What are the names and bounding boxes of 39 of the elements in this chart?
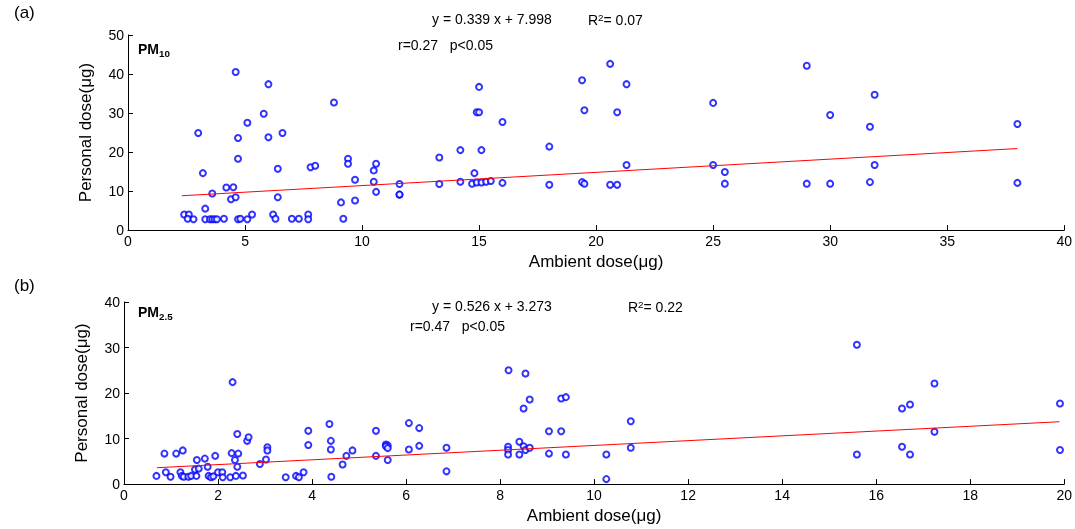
text: y = 0.339 x + 7.998: [432, 11, 553, 27]
chart-title: (b): [14, 276, 35, 295]
y-tick-label: 30: [108, 105, 125, 122]
y-tick-label: 50: [108, 27, 125, 43]
x-tick-label: 14: [774, 487, 791, 504]
y-tick-label: 0: [116, 222, 125, 239]
x-tick-label: 35: [939, 233, 956, 250]
annotation: r=0.47 p<0.05: [410, 318, 506, 334]
x-tick-label: 4: [308, 487, 317, 504]
x-tick-label: 10: [354, 233, 371, 250]
chart-title: (a): [14, 3, 35, 22]
x-tick-label: 18: [962, 487, 979, 504]
y-tick-label: 10: [108, 183, 125, 200]
x-tick-label: 25: [705, 233, 722, 250]
y-tick-label: 20: [108, 144, 125, 161]
x-tick-label: 30: [822, 233, 839, 250]
y-axis-title: Personal dose(μg): [76, 62, 95, 203]
annotation: y = 0.526 x + 3.273: [432, 298, 553, 314]
y-tick-label: 10: [104, 430, 121, 447]
x-tick-label: 20: [588, 233, 605, 250]
x-tick-label: 2: [214, 487, 223, 504]
x-tick-label: 6: [402, 487, 411, 504]
x-tick-label: 15: [471, 233, 488, 250]
x-axis-title: Ambient dose(μg): [526, 506, 662, 525]
x-tick-label: 10: [586, 487, 603, 504]
y-tick-label: 40: [104, 294, 121, 310]
x-tick-label: 12: [680, 487, 697, 504]
x-tick-label: 40: [1056, 233, 1073, 250]
y-tick-label: 40: [108, 66, 125, 83]
x-tick-label: 20: [1056, 487, 1073, 504]
x-tick-label: 8: [496, 487, 505, 504]
x-tick-label: 5: [241, 233, 250, 250]
y-tick-label: 0: [112, 476, 121, 493]
x-tick-label: 16: [868, 487, 885, 504]
y-tick-label: 20: [104, 385, 121, 402]
x-axis-title: Ambient dose(μg): [528, 252, 664, 271]
y-axis-title: Personal dose(μg): [72, 323, 91, 463]
annotation: r=0.27 p<0.05: [398, 37, 494, 53]
y-tick-label: 30: [104, 339, 121, 356]
